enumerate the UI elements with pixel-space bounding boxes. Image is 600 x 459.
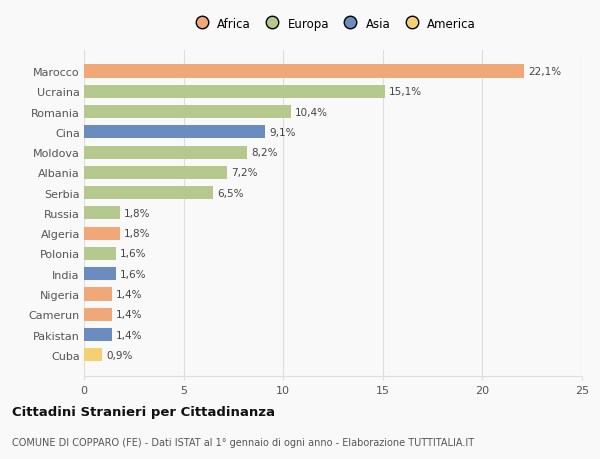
Text: 9,1%: 9,1% xyxy=(269,128,296,138)
Text: 1,6%: 1,6% xyxy=(120,269,146,279)
Bar xyxy=(84,207,120,220)
Bar xyxy=(84,187,214,200)
Bar xyxy=(84,288,112,301)
Text: 1,4%: 1,4% xyxy=(116,289,142,299)
Bar xyxy=(84,247,116,260)
Text: 15,1%: 15,1% xyxy=(389,87,422,97)
Bar xyxy=(84,126,265,139)
Bar xyxy=(84,308,112,321)
Bar xyxy=(84,328,112,341)
Bar xyxy=(84,85,385,99)
Text: 1,4%: 1,4% xyxy=(116,309,142,319)
Text: 1,8%: 1,8% xyxy=(124,208,151,218)
Text: 10,4%: 10,4% xyxy=(295,107,328,118)
Text: 7,2%: 7,2% xyxy=(232,168,258,178)
Text: Cittadini Stranieri per Cittadinanza: Cittadini Stranieri per Cittadinanza xyxy=(12,405,275,419)
Text: COMUNE DI COPPARO (FE) - Dati ISTAT al 1° gennaio di ogni anno - Elaborazione TU: COMUNE DI COPPARO (FE) - Dati ISTAT al 1… xyxy=(12,437,474,447)
Bar xyxy=(84,167,227,179)
Text: 1,8%: 1,8% xyxy=(124,229,151,239)
Bar xyxy=(84,65,524,78)
Text: 1,6%: 1,6% xyxy=(120,249,146,259)
Text: 6,5%: 6,5% xyxy=(217,188,244,198)
Text: 0,9%: 0,9% xyxy=(106,350,132,360)
Bar xyxy=(84,106,291,119)
Legend: Africa, Europa, Asia, America: Africa, Europa, Asia, America xyxy=(187,14,479,34)
Bar xyxy=(84,227,120,240)
Bar xyxy=(84,146,247,159)
Text: 1,4%: 1,4% xyxy=(116,330,142,340)
Bar xyxy=(84,268,116,280)
Text: 22,1%: 22,1% xyxy=(528,67,562,77)
Text: 8,2%: 8,2% xyxy=(251,148,278,158)
Bar xyxy=(84,348,102,362)
